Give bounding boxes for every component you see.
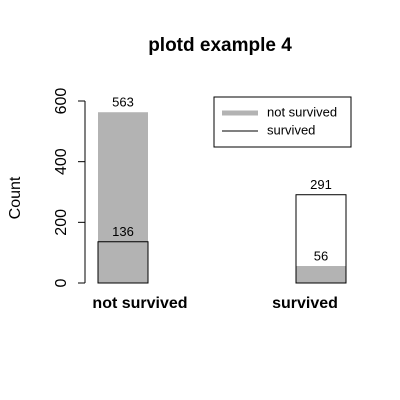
x-tick-label: survived [272,295,338,312]
y-tick-label: 0 [53,278,70,287]
value-label: 291 [310,177,332,192]
bar [295,194,347,284]
value-label: 563 [112,95,134,110]
legend-label: not survived [267,104,337,119]
legend-box [213,96,352,148]
y-axis-label: Count [7,176,24,219]
bar [296,266,346,283]
value-label: 136 [112,224,134,239]
y-tick-label: 200 [53,209,70,236]
chart-title: plotd example 4 [148,35,292,56]
y-tick-label: 600 [53,88,70,115]
bar [98,112,148,284]
y-tick-label: 400 [53,148,70,175]
legend-label: survived [267,122,315,137]
bar [97,241,149,284]
x-tick-label: not survived [92,295,187,312]
value-label: 56 [314,248,328,263]
